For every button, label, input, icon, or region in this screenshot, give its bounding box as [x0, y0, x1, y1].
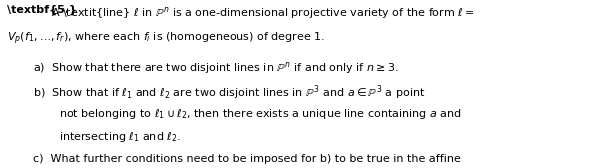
Text: not belonging to $\ell_1 \cup \ell_2$, then there exists a unique line containin: not belonging to $\ell_1 \cup \ell_2$, t…: [59, 107, 462, 121]
Text: c)  What further conditions need to be imposed for b) to be true in the affine: c) What further conditions need to be im…: [33, 154, 461, 164]
Text: intersecting $\ell_1$ and $\ell_2$.: intersecting $\ell_1$ and $\ell_2$.: [59, 130, 181, 144]
Text: a)  Show that there are two disjoint lines in $\mathbb{P}^n$ if and only if $n \: a) Show that there are two disjoint line…: [33, 60, 399, 76]
Text: b)  Show that if $\ell_1$ and $\ell_2$ are two disjoint lines in $\mathbb{P}^3$ : b) Show that if $\ell_1$ and $\ell_2$ ar…: [33, 83, 426, 102]
Text: $V_p(f_1,\ldots, f_r)$, where each $f_i$ is (homogeneous) of degree 1.: $V_p(f_1,\ldots, f_r)$, where each $f_i$…: [7, 31, 325, 48]
Text: \textbf{5.}: \textbf{5.}: [7, 5, 77, 15]
Text: A \textit{line} $\ell$ in $\mathbb{P}^n$ is a one-dimensional projective variety: A \textit{line} $\ell$ in $\mathbb{P}^n$…: [51, 5, 475, 21]
